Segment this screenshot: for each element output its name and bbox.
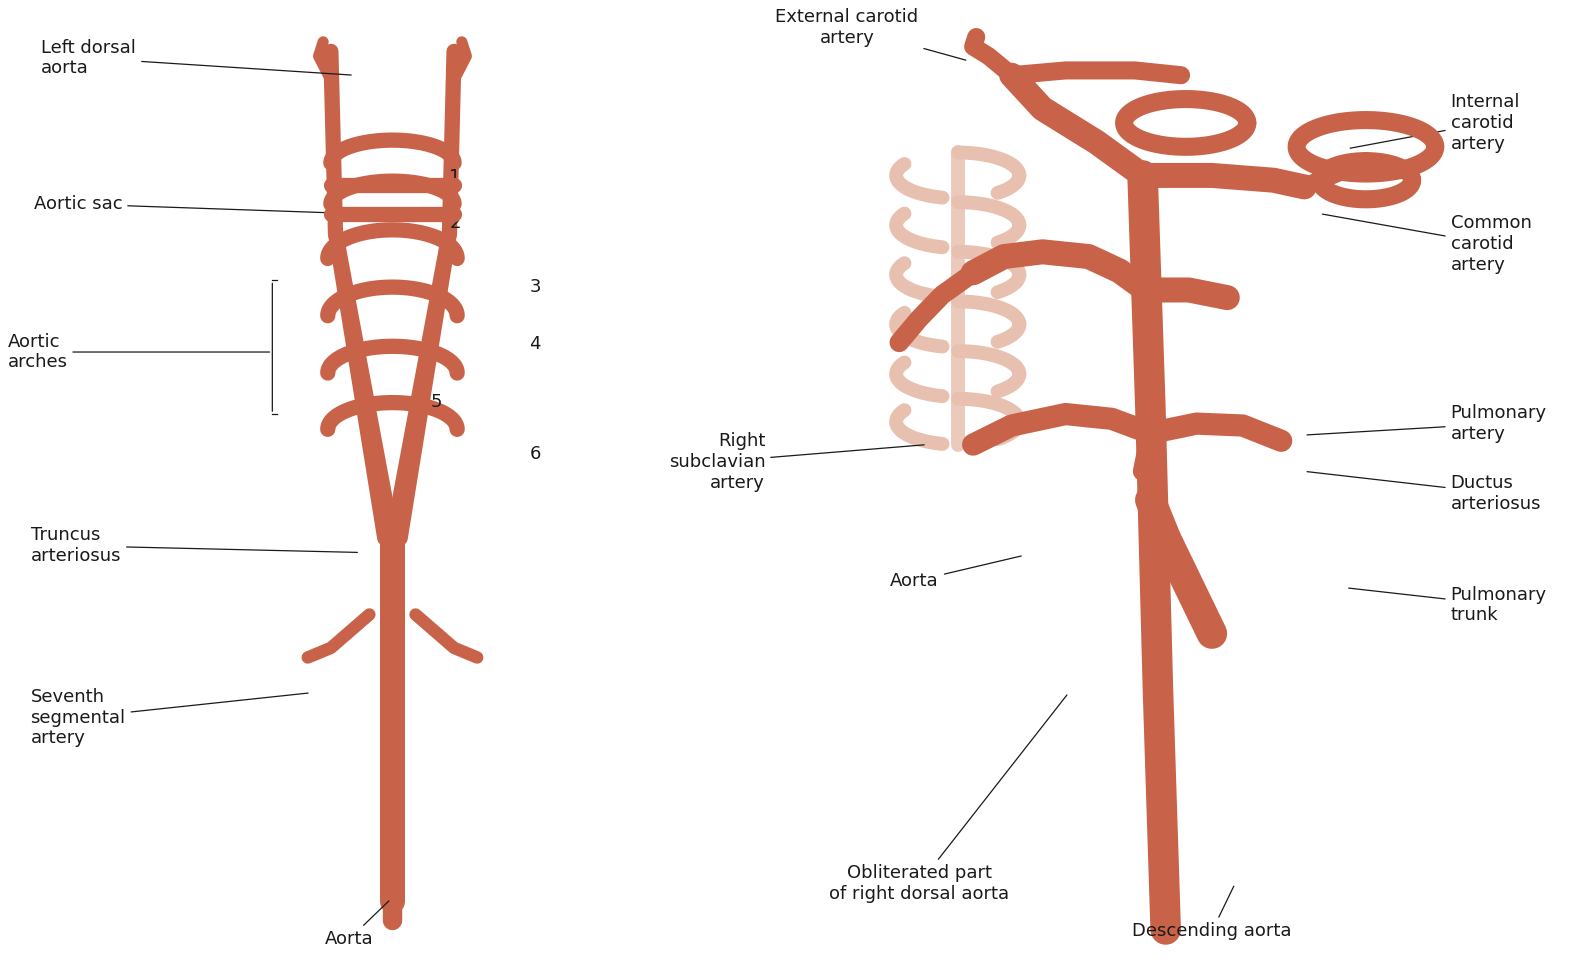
- Text: 5: 5: [431, 393, 442, 411]
- Text: Pulmonary
trunk: Pulmonary trunk: [1349, 586, 1547, 624]
- Text: 3: 3: [530, 278, 541, 296]
- Text: External carotid
artery: External carotid artery: [775, 8, 967, 60]
- Text: Aorta: Aorta: [890, 556, 1021, 590]
- Text: Pulmonary
artery: Pulmonary artery: [1307, 404, 1547, 443]
- Text: Descending aorta: Descending aorta: [1133, 886, 1291, 941]
- Text: Aorta: Aorta: [325, 901, 389, 948]
- Text: Internal
carotid
artery: Internal carotid artery: [1351, 93, 1520, 153]
- Text: Common
carotid
artery: Common carotid artery: [1323, 214, 1531, 274]
- Text: Seventh
segmental
artery: Seventh segmental artery: [30, 688, 308, 748]
- Text: Right
subclavian
artery: Right subclavian artery: [668, 432, 924, 492]
- Text: 2: 2: [449, 215, 461, 232]
- Text: Aortic sac: Aortic sac: [33, 195, 351, 214]
- Text: Ductus
arteriosus: Ductus arteriosus: [1307, 471, 1541, 513]
- Text: Truncus
arteriosus: Truncus arteriosus: [30, 526, 358, 565]
- Text: Aortic
arches: Aortic arches: [8, 332, 270, 371]
- Text: Left dorsal
aorta: Left dorsal aorta: [41, 38, 351, 77]
- Text: Obliterated part
of right dorsal aorta: Obliterated part of right dorsal aorta: [828, 695, 1067, 904]
- Text: 1: 1: [449, 169, 461, 186]
- Text: 6: 6: [530, 445, 541, 464]
- Text: 4: 4: [530, 335, 541, 354]
